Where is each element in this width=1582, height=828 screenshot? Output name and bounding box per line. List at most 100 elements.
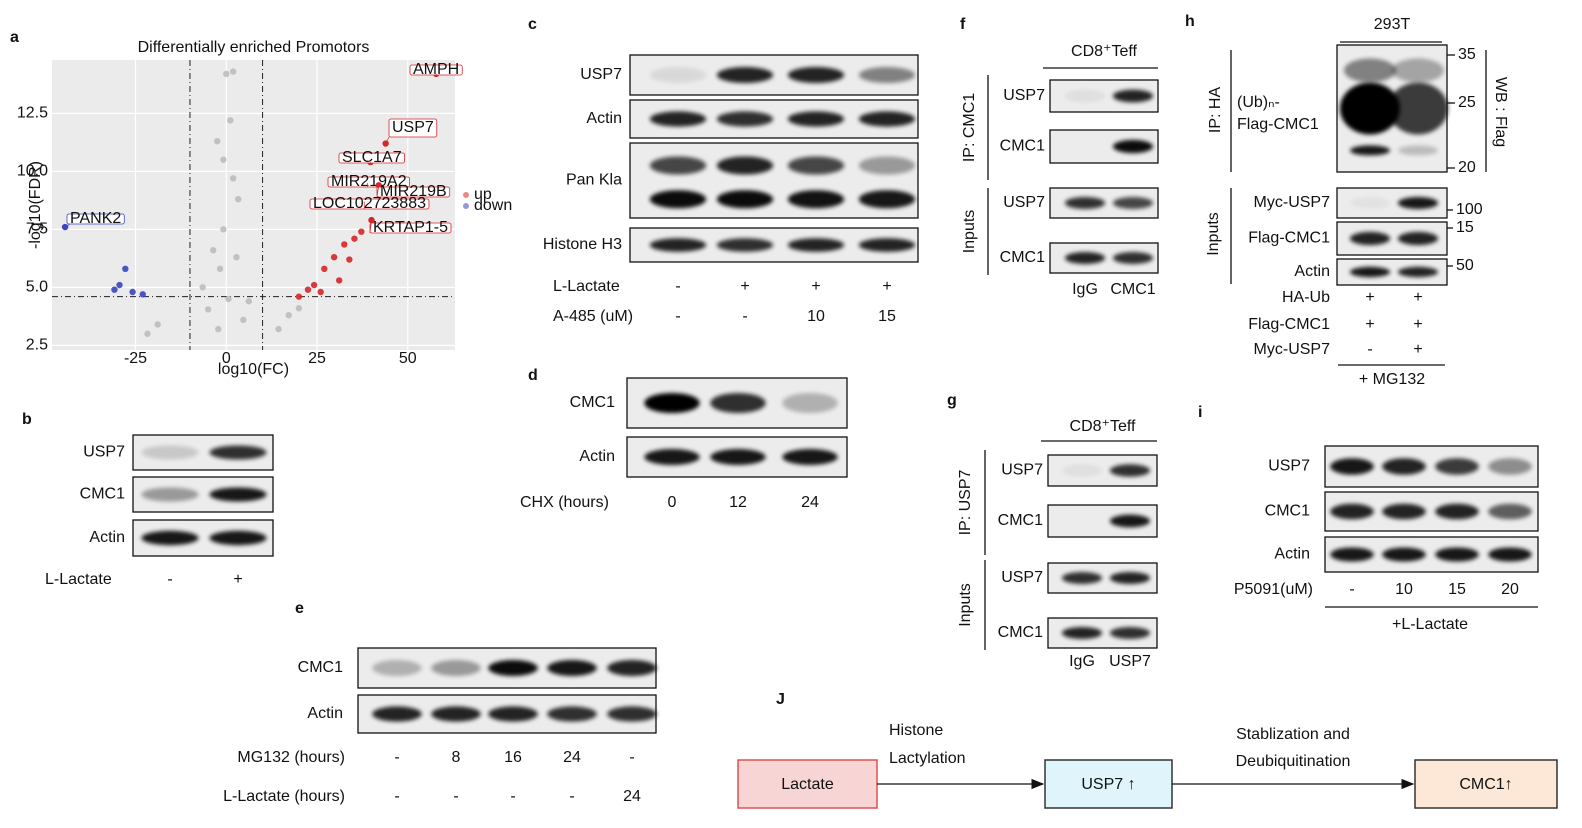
band — [1398, 145, 1438, 156]
x-tick-label: 25 — [308, 350, 326, 367]
blot-label: CMC1 — [998, 624, 1043, 641]
condition-value: 0 — [668, 494, 677, 511]
condition-value: + — [1413, 341, 1422, 358]
blot-label: Actin — [586, 110, 622, 127]
y-tick-label: 5.0 — [26, 279, 48, 296]
band — [787, 67, 845, 83]
band — [1344, 58, 1396, 83]
annotation: SLC1A7 — [342, 149, 402, 166]
blot-label: Histone H3 — [543, 236, 622, 253]
panel-letter: f — [960, 16, 966, 33]
edge-label: Histone — [889, 722, 943, 739]
edge-label: Lactylation — [889, 750, 966, 767]
band — [1109, 464, 1151, 477]
point — [229, 175, 237, 182]
y-tick-label: 10.0 — [17, 163, 48, 180]
point — [351, 235, 358, 242]
condition-value: 16 — [504, 749, 522, 766]
condition-label: L-Lactate — [45, 571, 112, 588]
blot-label: CMC1 — [570, 394, 615, 411]
condition-value: + — [233, 571, 242, 588]
group-label: Inputs — [1205, 212, 1222, 256]
point — [310, 281, 318, 289]
point — [321, 265, 328, 272]
point — [245, 298, 252, 305]
point — [139, 291, 146, 298]
blot-label: CMC1 — [1000, 138, 1045, 155]
band — [649, 238, 707, 252]
band — [858, 67, 916, 83]
condition-value: + — [1365, 289, 1374, 306]
band — [1349, 197, 1391, 209]
band — [1112, 139, 1154, 154]
point — [111, 286, 118, 293]
condition-label: L-Lactate (hours) — [223, 788, 345, 805]
panel-letter: a — [10, 29, 19, 46]
blot-label: USP7 — [1001, 569, 1043, 586]
band — [1349, 231, 1391, 246]
band — [649, 190, 707, 209]
point — [295, 305, 303, 312]
size-marker: 100 — [1456, 201, 1483, 218]
condition-value: 24 — [563, 749, 581, 766]
condition-label: P5091(uM) — [1234, 581, 1313, 598]
size-marker: 15 — [1456, 219, 1474, 236]
band — [1397, 197, 1439, 209]
condition-value: + — [1365, 316, 1374, 333]
condition-label: Myc-USP7 — [1254, 341, 1331, 358]
annotation-box — [327, 176, 410, 188]
band — [209, 445, 267, 460]
legend-label: up — [474, 186, 492, 203]
band — [649, 67, 707, 83]
condition-value: - — [394, 788, 399, 805]
blot-label: CMC1 — [1265, 503, 1310, 520]
blot-label: USP7 — [1268, 458, 1310, 475]
band — [547, 660, 597, 676]
band — [1382, 547, 1426, 562]
condition-value: - — [1367, 341, 1372, 358]
band — [1397, 266, 1439, 278]
band — [782, 393, 838, 413]
footer: + MG132 — [1359, 371, 1425, 388]
point — [129, 288, 136, 296]
band — [858, 156, 916, 175]
blot-label: USP7 — [1003, 194, 1045, 211]
point — [235, 196, 242, 203]
band — [649, 111, 707, 127]
detection-label: WB : Flag — [1492, 77, 1509, 147]
band — [787, 190, 845, 209]
blot-label: CMC1 — [1000, 249, 1045, 266]
band — [1109, 514, 1151, 528]
band — [431, 660, 481, 676]
legend-marker — [463, 203, 469, 209]
band — [1061, 572, 1103, 584]
condition-value: - — [569, 788, 574, 805]
band — [372, 660, 422, 676]
band — [1382, 458, 1426, 475]
condition-value: - — [675, 308, 680, 325]
band — [1109, 572, 1151, 584]
condition-value: 10 — [1395, 581, 1413, 598]
x-axis-label: log10(FC) — [218, 361, 289, 378]
blot-label: CMC1 — [298, 659, 343, 676]
point — [154, 321, 161, 328]
panel-letter: d — [528, 367, 538, 384]
band — [141, 487, 199, 502]
annotation-box — [309, 198, 430, 210]
panel-letter: c — [528, 16, 537, 33]
point — [144, 330, 151, 337]
y-tick-label: 2.5 — [26, 337, 48, 354]
annotation-connector — [369, 220, 372, 234]
condition-value: - — [1349, 581, 1354, 598]
size-marker: 20 — [1458, 159, 1476, 176]
header: CD8⁺Teff — [1070, 418, 1137, 435]
group-label: Inputs — [957, 583, 974, 627]
condition-value: - — [453, 788, 458, 805]
y-axis-label: -log10(FDR) — [27, 161, 44, 249]
blot-label: USP7 — [1001, 462, 1043, 479]
band — [644, 449, 700, 465]
annotation-box — [66, 213, 125, 225]
panel-letter: i — [1198, 404, 1202, 421]
band — [710, 449, 766, 465]
node-label: USP7 ↑ — [1081, 776, 1135, 793]
